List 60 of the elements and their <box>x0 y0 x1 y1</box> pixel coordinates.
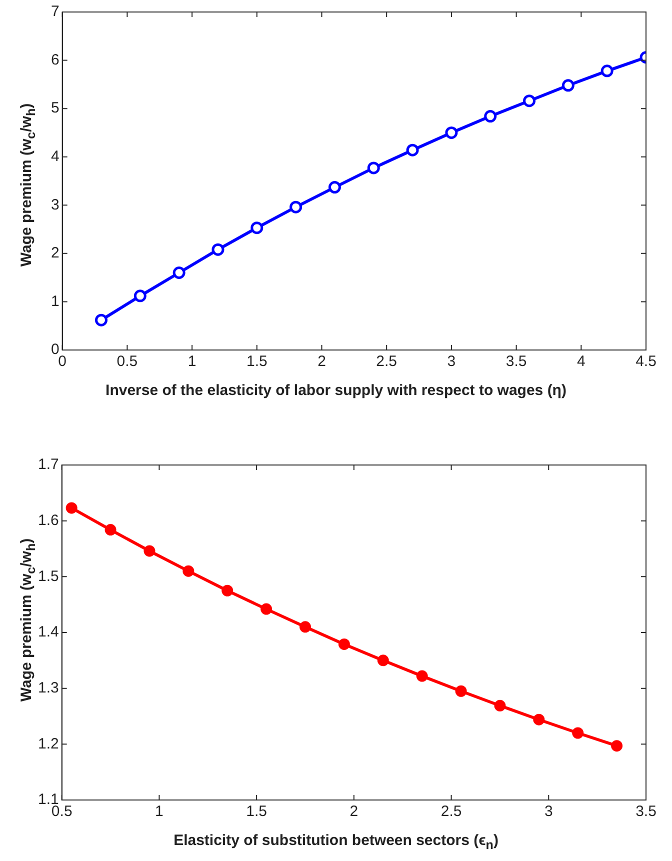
point <box>445 126 458 139</box>
point <box>66 502 78 514</box>
x-tick-label: 1 <box>155 803 164 820</box>
point <box>611 740 623 752</box>
point <box>484 110 497 123</box>
point <box>533 714 545 726</box>
point <box>600 64 614 78</box>
x-tick-label: 3.5 <box>506 353 527 370</box>
point <box>406 144 419 156</box>
point <box>455 685 467 697</box>
point <box>338 638 350 650</box>
point <box>222 584 234 596</box>
x-axis-title: Elasticity of substitution between sectors (ϵ$_{n}$) <box>172 832 500 852</box>
x-tick-label: 1 <box>188 353 196 370</box>
point <box>134 290 146 302</box>
point <box>290 200 302 214</box>
point <box>367 162 380 174</box>
y-tick-label: 1.3 <box>38 679 59 696</box>
point <box>104 524 116 536</box>
point <box>523 94 536 108</box>
x-tick-label: 2 <box>350 803 358 820</box>
point <box>328 181 341 194</box>
point <box>494 700 506 712</box>
y-tick-label: 7 <box>51 3 60 20</box>
y-tick-label: 5 <box>51 100 60 117</box>
y-tick-label: 6 <box>51 51 60 68</box>
point <box>212 243 224 256</box>
y-tick-label: 1 <box>51 292 60 310</box>
y-tick-label: 1.6 <box>38 512 59 529</box>
point <box>260 603 272 615</box>
x-tick-label: 3 <box>447 353 456 370</box>
point <box>250 222 264 234</box>
point <box>95 314 108 326</box>
x-tick-label: 3.5 <box>636 803 656 820</box>
y-tick-label: 1.4 <box>38 624 59 641</box>
point <box>299 621 311 633</box>
x-tick-label: 1.5 <box>246 803 267 820</box>
y-tick-label: 3 <box>51 196 60 214</box>
x-axis-title: Inverse of the elasticity of labor supply with respect to wages (η) <box>104 382 568 399</box>
x-tick-label: 2 <box>318 353 326 370</box>
y-tick-label: 4 <box>51 148 60 165</box>
point <box>572 727 584 739</box>
point <box>172 266 186 279</box>
y-tick-label: 1.2 <box>38 735 59 752</box>
y-tick-label: 2 <box>51 244 60 262</box>
y-tick-label: 1.5 <box>38 568 59 585</box>
x-tick-label: 3 <box>544 803 553 820</box>
x-tick-label: 2.5 <box>440 803 462 820</box>
x-tick-label: 1.5 <box>246 353 268 370</box>
x-tick-label: 4 <box>576 353 586 370</box>
y-tick-label: 0 <box>51 341 60 358</box>
point <box>562 79 574 92</box>
point <box>182 565 194 577</box>
x-tick-label: 2.5 <box>376 353 398 370</box>
y-tick-label: 1.7 <box>38 456 59 474</box>
point <box>377 654 389 666</box>
point <box>416 670 428 682</box>
point <box>144 545 156 557</box>
x-tick-label: 0.5 <box>116 353 138 370</box>
x-tick-label: 4.5 <box>636 353 656 370</box>
